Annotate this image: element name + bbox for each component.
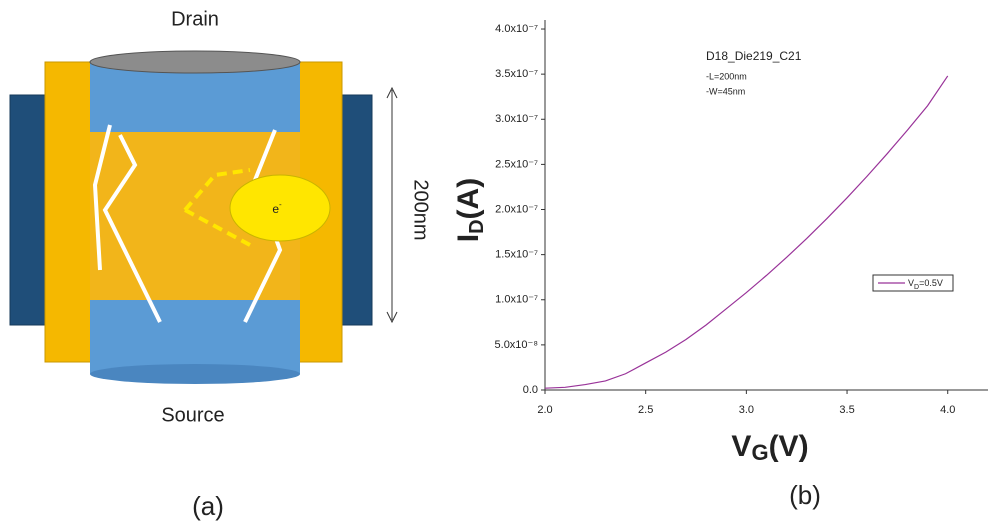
arrow-head — [386, 86, 398, 99]
y-tick-label: 1.0x10⁻⁷ — [495, 294, 538, 306]
x-tick-label: 2.0 — [537, 404, 552, 416]
annotation: D18_Die219_C21 — [706, 49, 802, 63]
cylinder-top — [89, 50, 301, 74]
source-region — [90, 300, 300, 374]
panel-label: (a) — [192, 491, 224, 521]
y-tick-label: 3.0x10⁻⁷ — [495, 113, 538, 125]
arrow-head — [386, 311, 398, 324]
y-label-main: I — [452, 234, 485, 242]
annotation: -L=200nm — [706, 71, 747, 81]
legend-rest: =0.5V — [919, 278, 943, 288]
device-diagram: e- 200nm Drain Source (a) — [9, 8, 432, 521]
legend — [872, 274, 954, 292]
y-label-rest: (A) — [452, 178, 485, 220]
y-tick-label: 0.0 — [523, 384, 538, 396]
x-label-sub: G — [751, 440, 768, 465]
x-tick-label: 3.0 — [739, 404, 754, 416]
x-axis-label: VG(V) — [731, 430, 808, 465]
y-tick-label: 4.0x10⁻⁷ — [495, 23, 538, 35]
electron-path — [183, 168, 251, 212]
x-tick-label: 2.5 — [638, 404, 653, 416]
panel-label: (b) — [789, 480, 821, 510]
cylinder-bottom — [90, 364, 300, 384]
x-tick-label: 4.0 — [940, 404, 955, 416]
data-line — [544, 75, 949, 389]
path-arrow — [92, 124, 112, 271]
x-label-rest: (V) — [769, 430, 809, 463]
drain-label: Drain — [171, 8, 219, 30]
y-tick-label: 2.5x10⁻⁷ — [495, 158, 538, 170]
x-label-main: V — [731, 430, 751, 463]
electron-path — [184, 208, 251, 247]
y-label-sub: D — [466, 219, 488, 233]
oxide-left — [44, 61, 94, 363]
legend-label: VD=0.5V — [908, 278, 943, 290]
y-tick-label: 5.0x10⁻⁸ — [495, 339, 538, 351]
drain-region — [90, 62, 300, 132]
chart: (b) ID(A) VG(V) D18_Die219_C21 -L=200nm … — [452, 20, 988, 510]
length-label: 200nm — [410, 179, 432, 240]
y-tick-label: 3.5x10⁻⁷ — [495, 68, 538, 80]
path-arrow — [102, 134, 162, 323]
y-axis-label: ID(A) — [452, 178, 488, 242]
annotation: -W=45nm — [706, 86, 745, 96]
source-label: Source — [161, 404, 224, 426]
electron-label: e- — [272, 200, 282, 216]
legend-sub: D — [914, 284, 919, 291]
x-tick-label: 3.5 — [839, 404, 854, 416]
y-tick-label: 1.5x10⁻⁷ — [495, 249, 538, 261]
gate-right — [337, 94, 373, 326]
electron-main: e — [272, 202, 279, 216]
y-tick-label: 2.0x10⁻⁷ — [495, 203, 538, 215]
gate-left — [9, 94, 47, 326]
legend-main: V — [908, 278, 914, 288]
electron — [229, 174, 331, 242]
electron-sup: - — [279, 200, 282, 209]
